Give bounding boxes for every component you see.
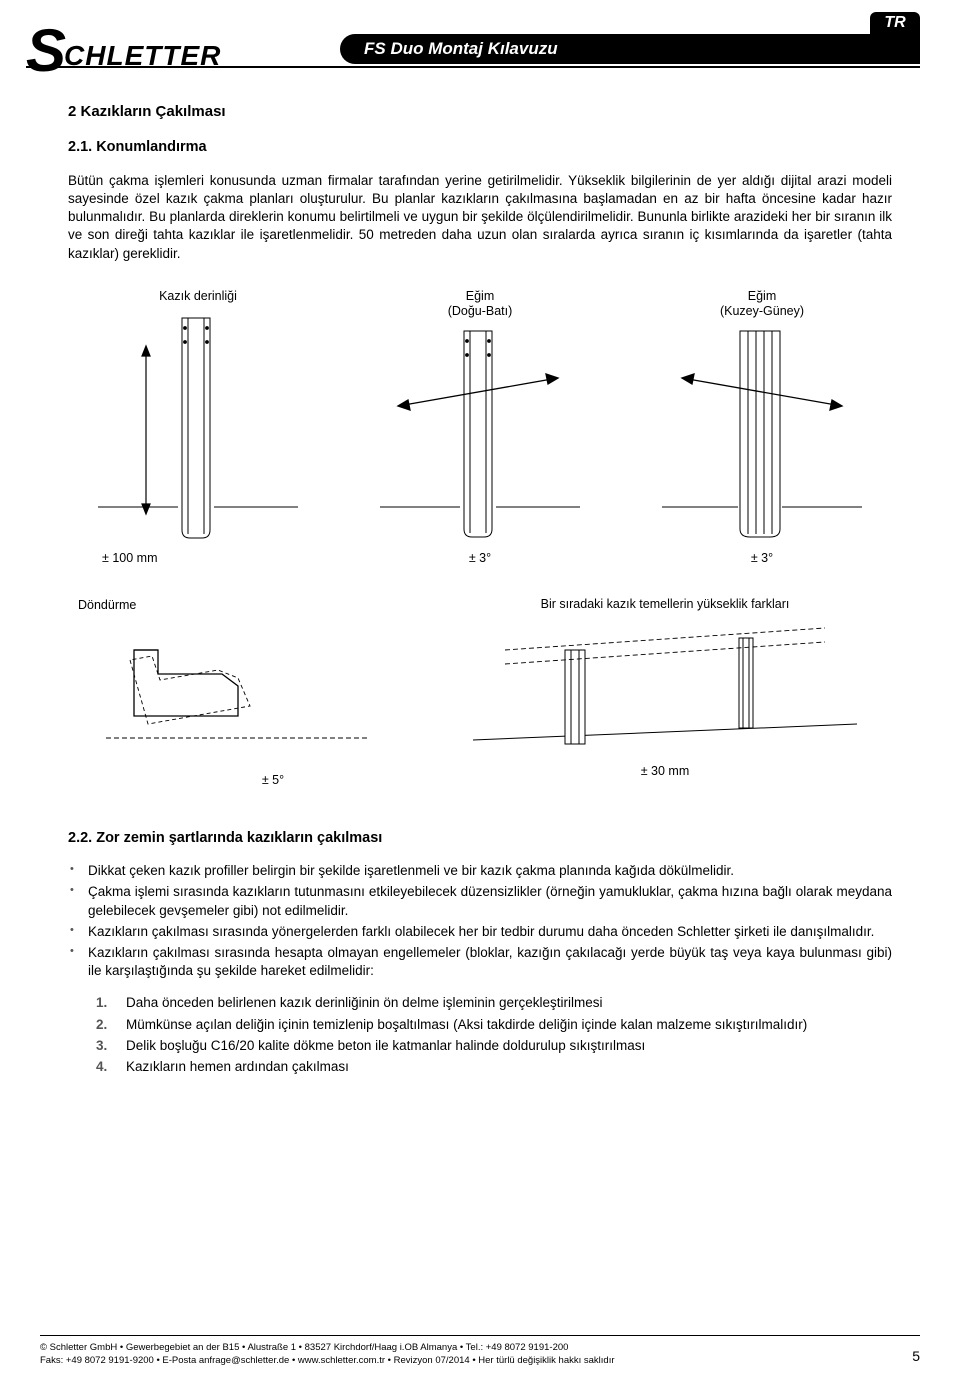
logo-rest: CHLETTER: [64, 37, 221, 75]
diagram-depth: Kazık derinliği: [68, 289, 328, 542]
numbered-item: Kazıkların hemen ardından çakılması: [126, 1058, 892, 1076]
section-2-2-heading: 2.2. Zor zemin şartlarında kazıkların ça…: [68, 829, 892, 849]
page-header: SCHLETTER TR FS Duo Montaj Kılavuzu: [40, 18, 920, 68]
diagram-tilt-ns: Eğim (Kuzey-Güney): [632, 289, 892, 542]
numbered-item: Daha önceden belirlenen kazık derinliğin…: [126, 994, 892, 1012]
diagram-tilt-ns-svg: [662, 327, 862, 542]
header-underline: [26, 66, 920, 68]
section-2-1-paragraph: Bütün çakma işlemleri konusunda uzman fi…: [68, 172, 892, 263]
footer-divider: [40, 1335, 920, 1336]
tolerance-depth: ± 100 mm: [68, 550, 328, 567]
section-2-2-numbered: Daha önceden belirlenen kazık derinliğin…: [68, 994, 892, 1076]
logo: SCHLETTER: [26, 10, 221, 91]
footer-line-1: © Schletter GmbH • Gewerbegebiet an der …: [40, 1342, 615, 1355]
document-title: FS Duo Montaj Kılavuzu: [340, 34, 920, 61]
numbered-item: Delik boşluğu C16/20 kalite dökme beton …: [126, 1037, 892, 1055]
bullet-item: Çakma işlemi sırasında kazıkların tutunm…: [88, 883, 892, 919]
section-2-heading: 2 Kazıkların Çakılması: [68, 102, 892, 122]
diagram-depth-label: Kazık derinliği: [68, 289, 328, 304]
page-number: 5: [912, 1347, 920, 1368]
section-2-2-bullets: Dikkat çeken kazık profiller belirgin bi…: [68, 862, 892, 980]
tolerance-row-1: ± 100 mm ± 3° ± 3°: [68, 550, 892, 567]
diagram-height-diff: Bir sıradaki kazık temellerin yükseklik …: [438, 597, 892, 789]
diagram-depth-svg: [98, 312, 298, 542]
footer-line-2: Faks: +49 8072 9191-9200 • E-Posta anfra…: [40, 1355, 615, 1368]
diagram-row-2: Döndürme ± 5° Bir sırada: [68, 597, 892, 789]
diagram-height-diff-svg: [465, 616, 865, 761]
logo-letter-s: S: [26, 10, 64, 91]
diagram-tilt-ew: Eğim (Doğu-Batı): [350, 289, 610, 542]
bullet-item: Dikkat çeken kazık profiller belirgin bi…: [88, 862, 892, 880]
bullet-item: Kazıkların çakılması sırasında yönergele…: [88, 923, 892, 941]
numbered-item: Mümkünse açılan deliğin içinin temizleni…: [126, 1016, 892, 1034]
title-bar: FS Duo Montaj Kılavuzu: [340, 34, 920, 64]
diagram-height-diff-label: Bir sıradaki kazık temellerin yükseklik …: [438, 597, 892, 613]
diagram-row-1: Kazık derinliği: [68, 289, 892, 542]
tolerance-height: ± 30 mm: [438, 763, 892, 780]
diagram-rotation-label: Döndürme: [68, 597, 398, 614]
page-footer: © Schletter GmbH • Gewerbegebiet an der …: [40, 1335, 920, 1368]
diagram-rotation: Döndürme ± 5°: [68, 597, 398, 789]
footer-text: © Schletter GmbH • Gewerbegebiet an der …: [40, 1342, 615, 1368]
tolerance-tilt-ew: ± 3°: [350, 550, 610, 567]
bullet-item: Kazıkların çakılması sırasında hesapta o…: [88, 944, 892, 980]
language-tab: TR: [870, 12, 920, 34]
diagram-tilt-ns-label: Eğim (Kuzey-Güney): [632, 289, 892, 319]
content: 2 Kazıkların Çakılması 2.1. Konumlandırm…: [40, 102, 920, 1076]
section-2-1-heading: 2.1. Konumlandırma: [68, 138, 892, 158]
diagram-tilt-ew-label: Eğim (Doğu-Batı): [350, 289, 610, 319]
tolerance-tilt-ns: ± 3°: [632, 550, 892, 567]
tolerance-rotation: ± 5°: [68, 772, 398, 789]
diagram-rotation-svg: [88, 620, 378, 770]
diagram-tilt-ew-svg: [380, 327, 580, 542]
